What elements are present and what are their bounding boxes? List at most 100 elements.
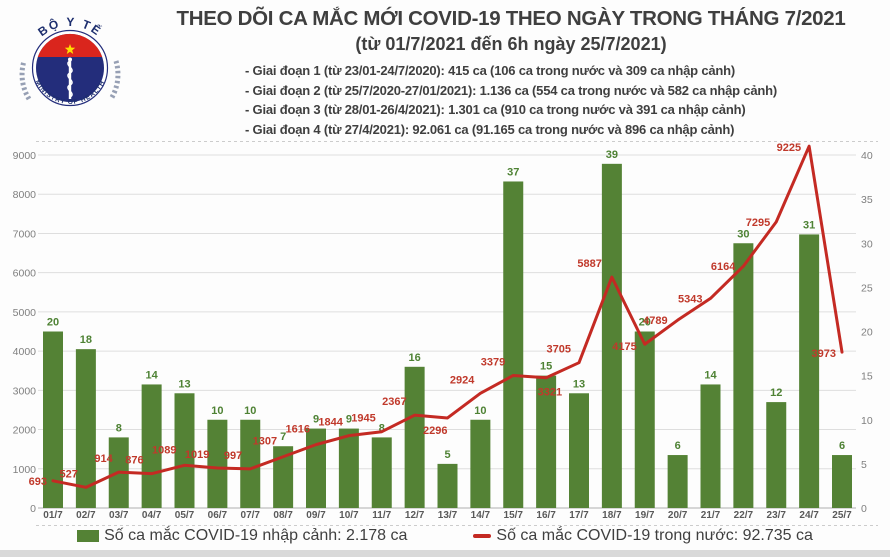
bar	[700, 384, 721, 508]
snake-icon	[67, 60, 73, 98]
svg-text:11/7: 11/7	[372, 510, 391, 521]
svg-text:13: 13	[178, 378, 190, 390]
svg-text:527: 527	[60, 468, 78, 480]
svg-text:10/7: 10/7	[339, 510, 359, 521]
phase-4-summary: - Giai đoạn 4 (từ 27/4/2021): 92.061 ca …	[245, 121, 735, 137]
svg-text:3000: 3000	[13, 385, 37, 397]
svg-text:4789: 4789	[643, 315, 667, 327]
svg-text:1089: 1089	[152, 444, 176, 456]
svg-text:14/7: 14/7	[471, 510, 491, 521]
legend-domestic-label: Số ca mắc COVID-19 trong nước: 92.735 ca	[496, 527, 813, 544]
phase-3-summary: - Giai đoạn 3 (từ 28/01-26/4/2021): 1.30…	[245, 102, 746, 117]
svg-text:2000: 2000	[13, 425, 37, 437]
svg-text:9000: 9000	[13, 150, 37, 162]
svg-text:2924: 2924	[450, 374, 475, 386]
chart-legend: Số ca mắc COVID-19 nhập cảnh: 2.178 ca S…	[0, 527, 890, 545]
svg-text:20: 20	[47, 317, 59, 329]
bar	[75, 349, 96, 508]
svg-text:876: 876	[125, 455, 143, 467]
svg-text:1945: 1945	[351, 413, 375, 425]
svg-text:20: 20	[639, 317, 651, 329]
bar	[43, 331, 63, 508]
svg-text:6164: 6164	[711, 261, 736, 273]
svg-text:25: 25	[861, 282, 873, 294]
svg-text:10: 10	[861, 415, 873, 427]
svg-text:4175: 4175	[612, 341, 636, 353]
svg-text:7: 7	[280, 431, 286, 443]
staff-top	[68, 57, 72, 62]
bar	[601, 163, 622, 508]
bar	[207, 419, 228, 508]
imported-bar-swatch-icon	[77, 530, 100, 542]
svg-text:10: 10	[244, 405, 256, 417]
star-icon	[64, 44, 76, 54]
bar	[338, 428, 359, 508]
bar	[273, 446, 294, 508]
svg-text:12/7: 12/7	[405, 510, 425, 521]
bar-value-labels: 20 18 8 14 13 10 10 7 9 9 8 16 5 10 37 15 13 39 20 6 14 30 12 3…	[47, 149, 845, 461]
svg-text:10: 10	[211, 405, 223, 417]
bar	[371, 437, 392, 508]
svg-text:2367: 2367	[382, 396, 406, 408]
moh-emblem-icon: BỘ Y TẾ MINISTRY OF HEALTH	[19, 15, 121, 107]
svg-text:7295: 7295	[746, 217, 770, 229]
svg-text:5000: 5000	[13, 307, 37, 319]
svg-text:3705: 3705	[547, 344, 571, 356]
imported-cases-bars	[43, 163, 852, 509]
svg-text:17/7: 17/7	[569, 510, 589, 521]
svg-text:16/7: 16/7	[536, 510, 556, 521]
svg-text:22/7: 22/7	[734, 510, 754, 521]
bar	[569, 393, 589, 508]
ministry-of-health-logo: BỘ Y TẾ MINISTRY OF HEALTH	[12, 2, 130, 133]
svg-text:13: 13	[573, 378, 585, 390]
laurel-right	[108, 60, 121, 101]
svg-text:31: 31	[803, 219, 815, 231]
svg-text:0: 0	[861, 503, 867, 515]
bar	[667, 455, 688, 508]
bar	[733, 243, 754, 508]
svg-text:08/7: 08/7	[273, 510, 293, 521]
svg-text:1000: 1000	[13, 464, 37, 476]
svg-text:30: 30	[737, 228, 749, 240]
bar	[536, 375, 557, 508]
svg-text:18: 18	[80, 334, 92, 346]
bar	[503, 181, 524, 508]
chart-header: THEO DÕI CA MẮC MỚI COVID-19 THEO NGÀY T…	[138, 6, 884, 139]
svg-text:24/7: 24/7	[799, 510, 819, 521]
svg-text:18/7: 18/7	[602, 510, 622, 521]
svg-text:15: 15	[540, 361, 552, 373]
bar	[240, 419, 261, 508]
svg-text:5343: 5343	[678, 293, 702, 305]
svg-text:8: 8	[379, 422, 385, 434]
svg-text:0: 0	[30, 503, 36, 515]
bar	[799, 234, 820, 509]
svg-text:25/7: 25/7	[832, 510, 852, 521]
svg-text:3379: 3379	[481, 356, 505, 368]
bar	[470, 419, 491, 508]
svg-text:14: 14	[146, 369, 159, 381]
svg-text:1616: 1616	[286, 424, 310, 436]
svg-text:13/7: 13/7	[438, 510, 458, 521]
svg-text:6000: 6000	[13, 268, 37, 280]
svg-text:16: 16	[409, 352, 421, 364]
svg-text:1844: 1844	[318, 417, 343, 429]
bar	[437, 463, 458, 508]
bar	[141, 384, 162, 508]
svg-text:2296: 2296	[423, 425, 447, 437]
svg-text:23/7: 23/7	[767, 510, 787, 521]
domestic-cases-line	[51, 144, 844, 489]
phase-1-summary: - Giai đoạn 1 (từ 23/01-24/7/2020): 415 …	[245, 63, 736, 78]
svg-text:10: 10	[474, 405, 486, 417]
laurel-left	[19, 60, 32, 101]
domestic-line-swatch-icon	[473, 534, 492, 538]
svg-text:1307: 1307	[253, 436, 277, 448]
bar	[306, 428, 326, 508]
svg-text:37: 37	[507, 166, 519, 178]
svg-text:20: 20	[861, 327, 873, 339]
svg-text:21/7: 21/7	[701, 510, 721, 521]
legend-item-domestic: Số ca mắc COVID-19 trong nước: 92.735 ca	[473, 527, 813, 545]
phase-summary-list: - Giai đoạn 1 (từ 23/01-24/7/2020): 415 …	[245, 61, 777, 139]
svg-text:3973: 3973	[812, 348, 836, 360]
